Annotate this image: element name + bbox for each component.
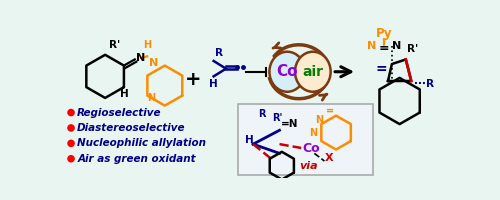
Ellipse shape bbox=[270, 52, 305, 92]
Text: R: R bbox=[258, 109, 266, 119]
Text: N: N bbox=[367, 41, 376, 51]
Text: N: N bbox=[315, 115, 323, 125]
Text: R': R' bbox=[272, 113, 282, 123]
Text: N: N bbox=[136, 53, 145, 63]
Text: Nucleophilic allylation: Nucleophilic allylation bbox=[77, 138, 206, 148]
Text: Diastereoselective: Diastereoselective bbox=[77, 123, 186, 133]
Text: R: R bbox=[215, 48, 223, 58]
Text: X: X bbox=[324, 153, 333, 163]
Text: =N: =N bbox=[281, 119, 298, 129]
Text: air: air bbox=[302, 65, 324, 79]
Text: ···R: ···R bbox=[414, 79, 434, 89]
Text: N: N bbox=[392, 41, 401, 51]
Circle shape bbox=[68, 125, 74, 131]
Text: H: H bbox=[143, 40, 151, 50]
FancyBboxPatch shape bbox=[238, 104, 372, 175]
Text: H: H bbox=[120, 89, 128, 99]
Text: Regioselective: Regioselective bbox=[77, 108, 162, 118]
Text: R': R' bbox=[408, 44, 418, 54]
Text: N: N bbox=[148, 58, 158, 68]
Ellipse shape bbox=[295, 52, 330, 92]
Text: Py: Py bbox=[376, 27, 392, 40]
Text: =: = bbox=[376, 62, 387, 76]
Text: via: via bbox=[300, 161, 318, 171]
Text: Co: Co bbox=[303, 142, 320, 155]
Text: =: = bbox=[379, 42, 390, 55]
Circle shape bbox=[68, 140, 74, 146]
Text: Co: Co bbox=[276, 64, 298, 79]
Text: N: N bbox=[309, 128, 317, 138]
Text: =: = bbox=[326, 106, 334, 116]
Text: R': R' bbox=[109, 40, 120, 50]
Circle shape bbox=[68, 156, 74, 162]
Text: H: H bbox=[246, 135, 254, 145]
Text: +: + bbox=[184, 70, 201, 89]
Circle shape bbox=[68, 109, 74, 116]
Text: H: H bbox=[209, 79, 218, 89]
Text: Air as green oxidant: Air as green oxidant bbox=[77, 154, 196, 164]
Text: N: N bbox=[146, 93, 155, 103]
